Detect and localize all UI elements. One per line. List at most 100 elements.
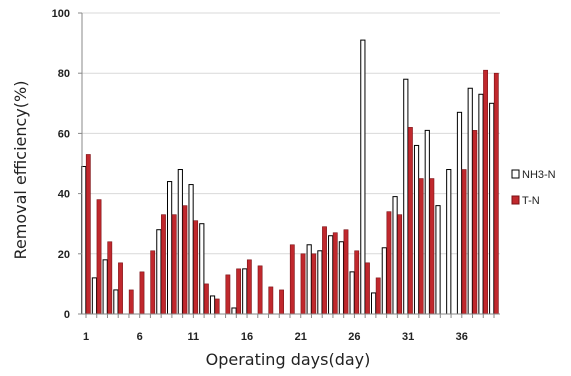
bar-t-n <box>96 199 102 315</box>
bar-nh3-n <box>102 259 108 315</box>
bar-nh3-n <box>242 268 248 315</box>
bar-nh3-n <box>478 93 484 315</box>
bar-group <box>392 196 403 315</box>
bar-group <box>424 129 435 315</box>
bar-group <box>306 244 317 315</box>
bar-group <box>446 169 452 315</box>
bar-t-n <box>332 232 338 315</box>
bar-group <box>489 72 499 315</box>
bar-nh3-n <box>199 223 205 315</box>
bar-group <box>177 169 188 315</box>
bar-group <box>257 265 263 315</box>
bar-group <box>91 199 102 315</box>
bar-t-n <box>322 226 327 315</box>
bar-group <box>317 226 327 315</box>
bar-t-n <box>311 253 317 315</box>
bar-nh3-n <box>156 229 162 315</box>
bar-group <box>166 181 177 315</box>
x-tick-label: 36 <box>456 331 468 343</box>
bar-t-n <box>107 241 113 315</box>
x-tick-label: 31 <box>402 331 414 343</box>
bar-nh3-n <box>424 129 430 315</box>
bar-group <box>199 223 209 315</box>
bar-group <box>478 69 488 315</box>
bar-group <box>188 184 199 315</box>
bar-t-n <box>493 72 499 315</box>
bar-nh3-n <box>113 289 119 315</box>
x-tick-label: 16 <box>241 331 253 343</box>
bar-nh3-n <box>328 235 334 315</box>
bar-t-n <box>365 262 370 315</box>
bar-group <box>102 241 113 315</box>
bar-nh3-n <box>403 78 409 315</box>
bar-t-n <box>408 127 413 315</box>
bar-group <box>381 211 392 315</box>
bar-nh3-n <box>231 307 237 315</box>
bar-group <box>242 259 252 315</box>
legend-swatch <box>511 169 520 179</box>
bar-group <box>289 244 295 315</box>
bar-nh3-n <box>177 169 183 315</box>
bar-t-n <box>386 211 392 315</box>
bar-t-n <box>161 214 166 315</box>
y-axis-ticks: 0 20 40 60 80 100 <box>52 8 82 321</box>
bar-group <box>81 154 91 315</box>
bar-nh3-n <box>435 205 441 315</box>
x-axis-title: Operating days(day) <box>206 350 371 369</box>
bar-group <box>300 253 306 315</box>
bar-nh3-n <box>413 144 420 315</box>
y-tick-label: 80 <box>58 68 70 80</box>
bar-group <box>231 268 242 315</box>
bar-group <box>467 87 478 315</box>
bar-nh3-n <box>467 87 473 315</box>
bar-t-n <box>236 268 242 315</box>
bar-nh3-n <box>381 247 387 315</box>
bar-group <box>456 111 467 315</box>
bar-nh3-n <box>456 111 463 315</box>
bar-t-n <box>343 229 349 315</box>
bar-t-n <box>128 289 134 315</box>
bar-nh3-n <box>489 102 495 315</box>
bar-t-n <box>139 271 145 315</box>
bar-t-n <box>279 289 284 315</box>
y-tick-label: 20 <box>58 249 70 261</box>
bar-nh3-n <box>360 39 366 315</box>
bar-group <box>435 205 441 315</box>
bar-nh3-n <box>446 169 452 315</box>
bar-groups <box>81 39 499 315</box>
bar-group <box>209 295 220 315</box>
bar-t-n <box>289 244 295 315</box>
bar-group <box>225 274 231 315</box>
bar-group <box>360 39 370 315</box>
y-tick-label: 0 <box>64 309 70 321</box>
bar-t-n <box>150 250 156 315</box>
x-tick-label: 21 <box>295 331 307 343</box>
legend-swatch <box>511 195 520 205</box>
bar-nh3-n <box>370 292 377 315</box>
x-tick-label: 6 <box>137 331 143 343</box>
x-tick-label: 11 <box>188 331 200 343</box>
bar-t-n <box>85 154 91 315</box>
x-tick-label: 1 <box>83 331 89 343</box>
bar-t-n <box>483 69 488 315</box>
bar-nh3-n <box>166 181 173 315</box>
bar-t-n <box>354 250 360 315</box>
bar-nh3-n <box>91 277 98 315</box>
bar-t-n <box>193 220 199 315</box>
bar-t-n <box>225 274 231 315</box>
y-tick-label: 40 <box>58 189 70 201</box>
bar-group <box>279 289 284 315</box>
bar-t-n <box>300 253 306 315</box>
bar-group <box>413 144 424 315</box>
bar-t-n <box>171 214 177 315</box>
x-axis-ticks: 1 6 11 16 21 26 31 36 <box>83 314 495 343</box>
bar-group <box>268 286 274 315</box>
bar-group <box>338 229 349 315</box>
bar-t-n <box>118 262 123 315</box>
bar-t-n <box>246 259 252 315</box>
bar-t-n <box>268 286 274 315</box>
bar-t-n <box>214 298 220 315</box>
y-tick-label: 60 <box>58 128 70 140</box>
bar-group <box>128 289 134 315</box>
